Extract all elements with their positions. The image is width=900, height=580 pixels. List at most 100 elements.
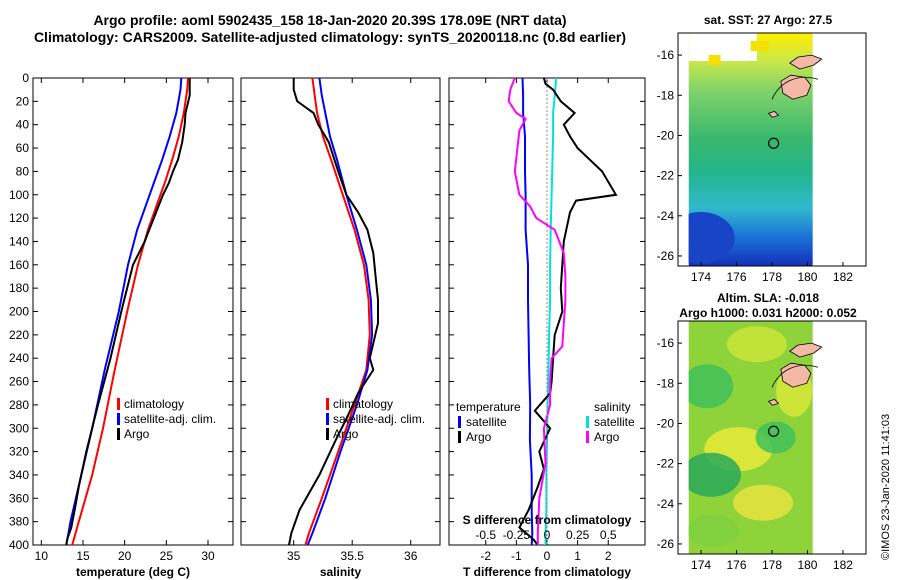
temperature-ytick-label: 80 xyxy=(16,164,30,178)
diff-s-tick-label: -0.25 xyxy=(503,528,531,542)
sla-land-islet xyxy=(767,398,780,406)
salinity-series-argo xyxy=(288,78,379,546)
sla-reef-line xyxy=(771,364,819,388)
sla-ytick-label: -16 xyxy=(657,336,675,350)
temperature-xtick-label: 25 xyxy=(160,549,174,563)
imos-credit: ©IMOS 23-Jan-2020 11:41:03 xyxy=(880,413,892,560)
chart-title-line1: Argo profile: aoml 5902435_158 18-Jan-20… xyxy=(93,12,567,28)
sst-reef-line xyxy=(771,76,819,100)
difference-series-t-argo xyxy=(518,77,618,546)
sla-ytick-label: -26 xyxy=(657,537,675,551)
temperature-series-satellite-adj-clim- xyxy=(65,77,183,546)
sla-anomaly-blob xyxy=(688,514,740,547)
temperature-frame xyxy=(32,77,234,546)
sst-xtick-label: 174 xyxy=(691,270,711,284)
temperature-series-climatology xyxy=(71,77,189,546)
temperature-xtick-label: 30 xyxy=(201,549,215,563)
temp-legend-swatch xyxy=(117,428,120,440)
temperature-ytick-label: 400 xyxy=(9,538,29,552)
temperature-ytick-label: 100 xyxy=(9,188,29,202)
sla-map-title: Altim. SLA: -0.018 xyxy=(717,291,819,305)
temperature-ytick-label: 140 xyxy=(9,234,29,248)
sst-field xyxy=(688,33,813,266)
sla-anomaly-blob xyxy=(726,326,787,363)
diff-legend-swatch xyxy=(586,416,589,428)
temp-legend-swatch xyxy=(117,398,120,410)
temperature-ytick-label: 260 xyxy=(9,375,29,389)
sla-ytick-label: -18 xyxy=(657,376,675,390)
sst-argo-marker xyxy=(767,137,780,149)
difference-xtick-label: 0 xyxy=(544,549,551,563)
sst-ytick-label: -20 xyxy=(657,128,675,142)
sla-xtick-label: 182 xyxy=(833,558,853,572)
temp-legend-climatology: climatology xyxy=(124,397,184,411)
temperature-xtick-label: 20 xyxy=(118,549,132,563)
sla-anomaly-blob xyxy=(688,452,741,497)
temperature-xlabel: temperature (deg C) xyxy=(76,565,190,579)
temp-legend-argo: Argo xyxy=(124,427,150,441)
diff-legend-title-temperature: temperature xyxy=(456,400,521,414)
temperature-ytick-label: 220 xyxy=(9,328,29,342)
sst-patch xyxy=(708,55,721,65)
diff-legend-t-satellite: satellite xyxy=(466,415,507,429)
temperature-ytick-label: 0 xyxy=(22,71,29,85)
sla-argo-marker xyxy=(767,425,780,437)
temperature-ytick-label: 180 xyxy=(9,281,29,295)
temperature-ytick-label: 320 xyxy=(9,445,29,459)
sst-cold-patch xyxy=(688,212,735,264)
sla-xtick-label: 178 xyxy=(762,558,782,572)
salinity-series-climatology xyxy=(304,77,371,546)
sst-xtick-label: 176 xyxy=(727,270,747,284)
difference-xtick-label: -1 xyxy=(511,549,522,563)
salinity-xtick-label: 36 xyxy=(404,549,418,563)
difference-series-s-satellite xyxy=(544,77,558,545)
sla-ytick-label: -24 xyxy=(657,497,675,511)
temperature-ytick-label: 160 xyxy=(9,258,29,272)
sst-xtick-label: 182 xyxy=(833,270,853,284)
temperature-xtick-label: 15 xyxy=(76,549,90,563)
temperature-ytick-label: 360 xyxy=(9,491,29,505)
diff-legend-s-argo: Argo xyxy=(594,430,620,444)
sla-ytick-label: -20 xyxy=(657,416,675,430)
temperature-ytick-label: 20 xyxy=(16,94,30,108)
temperature-series-argo xyxy=(65,78,191,546)
temperature-ytick-label: 120 xyxy=(9,211,29,225)
diff-legend-swatch xyxy=(458,416,461,428)
sst-ytick-label: -26 xyxy=(657,249,675,263)
sst-xtick-label: 178 xyxy=(762,270,782,284)
difference-series-s-argo xyxy=(507,77,567,545)
temperature-ytick-label: 340 xyxy=(9,468,29,482)
salinity-xtick-label: 35.5 xyxy=(341,549,365,563)
difference-xtick-label: -2 xyxy=(480,549,491,563)
diff-legend-swatch xyxy=(586,431,589,443)
sal-legend-satellite: satellite-adj. clim. xyxy=(333,412,425,426)
sst-ytick-label: -16 xyxy=(657,48,675,62)
sla-anomaly-blob xyxy=(733,484,794,521)
sal-legend-swatch xyxy=(326,428,329,440)
temperature-ytick-label: 60 xyxy=(16,141,30,155)
sla-xtick-label: 176 xyxy=(727,558,747,572)
diff-s-tick-label: 0 xyxy=(544,528,551,542)
sal-legend-argo: Argo xyxy=(333,427,359,441)
temperature-ytick-label: 300 xyxy=(9,421,29,435)
temperature-ytick-label: 280 xyxy=(9,398,29,412)
temp-legend-satellite: satellite-adj. clim. xyxy=(124,412,216,426)
sla-field xyxy=(688,321,813,554)
salinity-frame xyxy=(240,77,441,546)
temperature-ytick-label: 240 xyxy=(9,351,29,365)
diff-legend-swatch xyxy=(458,431,461,443)
difference-xtick-label: 1 xyxy=(574,549,581,563)
diff-s-tick-label: 0.25 xyxy=(566,528,590,542)
sst-ytick-label: -18 xyxy=(657,88,675,102)
temperature-ytick-label: 380 xyxy=(9,515,29,529)
sla-anomaly-blob xyxy=(755,421,796,454)
sla-xtick-label: 174 xyxy=(691,558,711,572)
sst-patch xyxy=(750,41,769,51)
salinity-series-satellite-adj-clim- xyxy=(306,77,374,546)
difference-series-t-satellite xyxy=(521,77,534,546)
sst-map-title: sat. SST: 27 Argo: 27.5 xyxy=(704,13,833,27)
temperature-xtick-label: 10 xyxy=(35,549,49,563)
diff-s-axis-title: S difference from climatology xyxy=(463,513,632,527)
diff-legend-s-satellite: satellite xyxy=(594,415,635,429)
